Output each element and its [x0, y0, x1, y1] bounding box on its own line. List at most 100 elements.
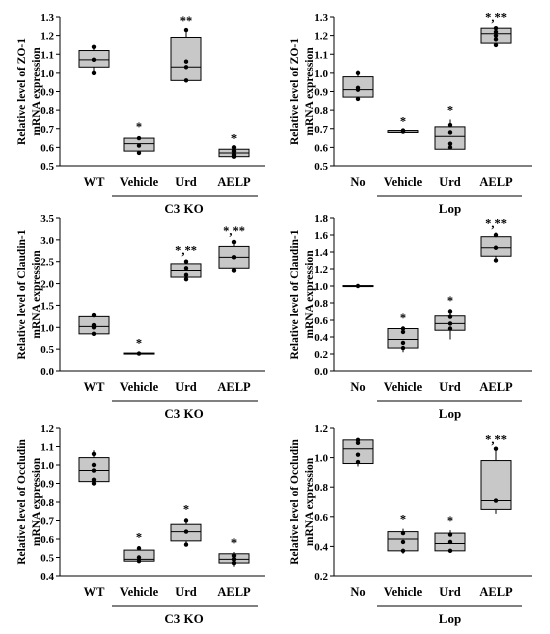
data-point	[136, 143, 142, 148]
data-point	[493, 42, 499, 48]
x-category-label: AELP	[217, 585, 251, 599]
y-tick-label: 1.0	[40, 322, 54, 334]
data-point	[183, 78, 189, 83]
data-point	[183, 529, 189, 534]
y-tick-label: 1.4	[314, 247, 328, 259]
box-wt	[78, 312, 110, 337]
data-point	[91, 44, 97, 49]
data-point	[91, 481, 97, 486]
chart-panel-1: 0.5 0.6 0.7 0.8 0.9 1.0 1.1 1.2 1.3 Relative leve…	[16, 12, 265, 216]
data-point	[355, 96, 361, 102]
y-tick-label: 0.7	[40, 124, 54, 136]
data-point	[355, 452, 361, 457]
y-tick-label: 0.7	[314, 124, 328, 136]
box-no	[342, 70, 374, 102]
y-tick-label: 0.8	[314, 298, 328, 310]
data-point	[493, 245, 499, 250]
data-point	[183, 518, 189, 523]
y-tick-label: 2.5	[40, 257, 54, 269]
data-point	[493, 446, 499, 451]
significance-marker: *	[183, 503, 189, 517]
significance-marker: *,**	[485, 10, 507, 24]
y-axis-label: mRNA expression	[31, 47, 43, 136]
data-point	[447, 309, 453, 314]
x-category-label: WT	[84, 175, 106, 189]
box-urd: **	[170, 14, 202, 83]
x-category-label: Vehicle	[384, 380, 423, 394]
y-tick-label: 1.0	[314, 453, 328, 465]
y-tick-label: 0.5	[40, 553, 54, 565]
x-category-label: Urd	[439, 175, 461, 189]
y-tick-label: 0.4	[314, 332, 328, 344]
y-tick-label: 0.9	[40, 87, 54, 99]
y-axis-label: Relative level of ZO-1	[16, 38, 28, 145]
data-point	[400, 329, 406, 335]
x-category-label: AELP	[479, 585, 513, 599]
data-point	[231, 145, 237, 150]
significance-marker: *	[136, 530, 142, 544]
data-point	[447, 145, 453, 150]
data-point	[355, 459, 361, 465]
data-point	[493, 37, 499, 42]
box-aelp: *,**	[480, 433, 512, 514]
data-point	[447, 314, 453, 319]
y-axis-label: mRNA expression	[304, 250, 316, 339]
y-tick-label: 0.6	[314, 142, 328, 154]
data-point	[493, 25, 499, 31]
data-point	[231, 560, 237, 566]
y-tick-label: 0.5	[314, 161, 328, 173]
y-tick-label: 0.7	[40, 516, 54, 528]
y-tick-label: 0.8	[40, 105, 54, 117]
data-point	[355, 437, 361, 443]
x-category-label: No	[350, 175, 365, 189]
y-tick-label: 1.0	[314, 68, 328, 80]
y-tick-label: 1.8	[314, 213, 328, 225]
y-tick-label: 0.2	[314, 571, 328, 583]
y-axis-label: Relative level of Claudin-1	[16, 229, 28, 359]
data-point	[91, 331, 97, 337]
x-category-label: Vehicle	[384, 175, 423, 189]
y-tick-label: 0.0	[40, 366, 54, 378]
data-point	[136, 150, 142, 156]
box-body	[170, 36, 202, 81]
x-category-label: Vehicle	[120, 585, 159, 599]
box-vehicle: *	[387, 513, 419, 554]
group-label: Lop	[439, 406, 461, 421]
box-no	[342, 283, 374, 289]
data-point	[447, 539, 453, 545]
box-vehicle: *	[123, 120, 155, 156]
chart-panel-5: 0.4 0.5 0.6 0.7 0.8 0.9 1.0 1.1 1.2 Relative leve…	[16, 423, 265, 626]
x-category-label: Vehicle	[120, 175, 159, 189]
data-point	[355, 283, 361, 289]
y-tick-label: 2.0	[40, 279, 54, 291]
data-point	[91, 451, 97, 457]
y-tick-label: 1.0	[314, 281, 328, 293]
y-tick-label: 0.8	[40, 497, 54, 509]
significance-marker: *	[231, 536, 237, 550]
y-tick-label: 0.6	[314, 315, 328, 327]
data-point	[355, 85, 361, 90]
data-point	[400, 530, 406, 536]
y-axis-label: Relative level of Occludin	[16, 439, 28, 565]
y-tick-label: 0.6	[40, 142, 54, 154]
significance-marker: *	[136, 120, 142, 134]
chart-panel-4: 0.0 0.2 0.4 0.6 0.8 1.0 1.2 1.4 1.6 1.8 Relative l…	[289, 213, 532, 421]
significance-marker: *	[231, 131, 237, 145]
box-urd: *	[434, 294, 466, 340]
y-tick-label: 1.0	[40, 68, 54, 80]
group-label: C3 KO	[164, 406, 203, 421]
y-tick-label: 0.6	[314, 512, 328, 524]
data-point	[136, 546, 142, 551]
data-point	[493, 498, 499, 503]
chart-panel-6: 0.2 0.4 0.6 0.8 1.0 1.2 Relative level of Occl…	[289, 423, 532, 626]
y-tick-label: 1.2	[314, 264, 328, 276]
box-vehicle: *	[123, 337, 155, 356]
box-aelp: *,**	[218, 224, 250, 273]
data-point	[447, 548, 453, 554]
box-no	[342, 437, 374, 467]
data-point	[91, 462, 97, 468]
x-category-label: AELP	[479, 175, 513, 189]
y-axis-label: mRNA expression	[31, 250, 43, 339]
box-vehicle: *	[387, 311, 419, 353]
data-point	[493, 33, 499, 38]
